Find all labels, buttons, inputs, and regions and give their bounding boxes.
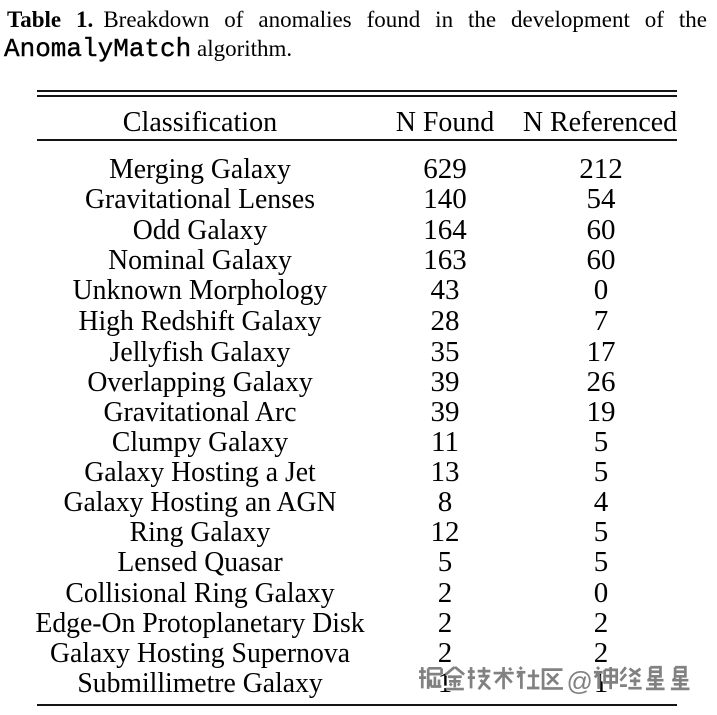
svg-text:@: @ — [564, 664, 590, 694]
svg-text:@: @ — [567, 666, 593, 696]
